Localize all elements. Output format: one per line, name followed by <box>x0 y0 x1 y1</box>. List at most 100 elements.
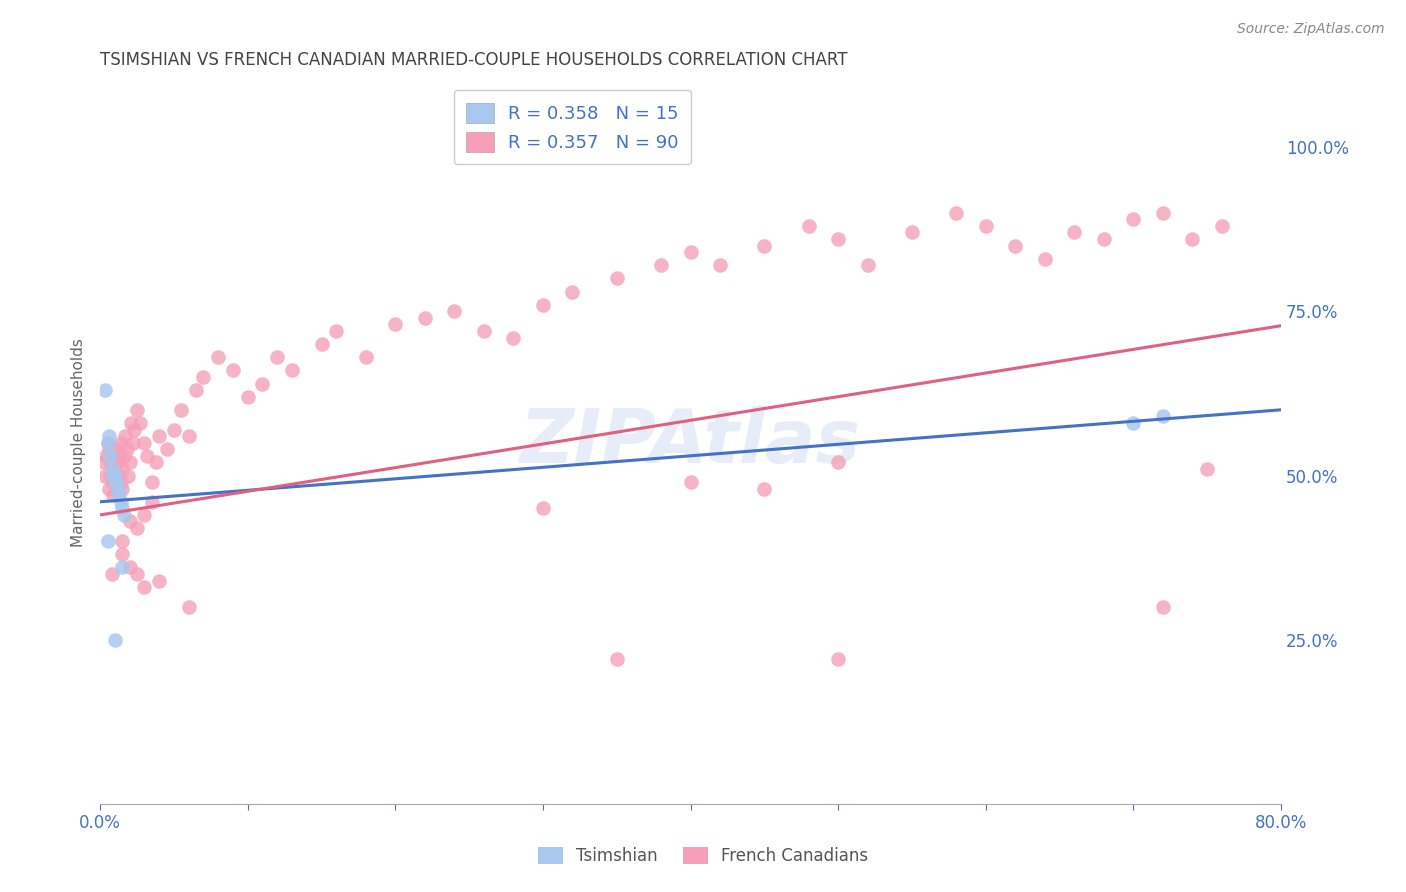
Point <box>709 258 731 272</box>
Point <box>974 219 997 233</box>
Point <box>679 245 702 260</box>
Text: TSIMSHIAN VS FRENCH CANADIAN MARRIED-COUPLE HOUSEHOLDS CORRELATION CHART: TSIMSHIAN VS FRENCH CANADIAN MARRIED-COU… <box>100 51 848 69</box>
Point <box>754 482 776 496</box>
Point <box>107 482 129 496</box>
Point <box>125 521 148 535</box>
Point <box>193 370 215 384</box>
Point <box>111 560 134 574</box>
Point <box>222 363 245 377</box>
Point <box>94 449 117 463</box>
Point <box>325 324 347 338</box>
Point <box>101 449 124 463</box>
Point <box>266 351 288 365</box>
Point <box>443 304 465 318</box>
Point <box>148 429 170 443</box>
Point <box>121 435 143 450</box>
Point <box>104 632 127 647</box>
Point <box>125 567 148 582</box>
Point <box>105 442 128 457</box>
Point <box>1004 238 1026 252</box>
Point <box>98 442 121 457</box>
Point <box>797 219 820 233</box>
Point <box>93 468 115 483</box>
Point <box>531 298 554 312</box>
Point <box>170 402 193 417</box>
Point <box>111 482 134 496</box>
Point <box>827 652 849 666</box>
Point <box>96 435 118 450</box>
Point <box>103 488 125 502</box>
Point <box>502 330 524 344</box>
Point <box>111 501 134 516</box>
Point <box>177 599 200 614</box>
Point <box>103 462 125 476</box>
Point <box>98 429 121 443</box>
Point <box>1033 252 1056 266</box>
Point <box>561 285 583 299</box>
Y-axis label: Married-couple Households: Married-couple Households <box>72 338 86 547</box>
Point <box>413 310 436 325</box>
Point <box>115 442 138 457</box>
Point <box>112 449 135 463</box>
Point <box>103 468 125 483</box>
Point <box>184 383 207 397</box>
Point <box>606 652 628 666</box>
Point <box>236 390 259 404</box>
Point <box>111 534 134 549</box>
Point <box>108 468 131 483</box>
Point <box>1122 416 1144 430</box>
Point <box>114 429 136 443</box>
Point <box>108 455 131 469</box>
Point <box>104 468 127 483</box>
Point <box>93 383 115 397</box>
Point <box>827 232 849 246</box>
Point <box>117 468 139 483</box>
Point <box>1211 219 1233 233</box>
Point <box>105 468 128 483</box>
Point <box>110 435 132 450</box>
Point <box>111 547 134 561</box>
Point <box>155 442 177 457</box>
Point <box>311 337 333 351</box>
Point <box>105 475 128 489</box>
Point <box>125 402 148 417</box>
Point <box>679 475 702 489</box>
Point <box>281 363 304 377</box>
Point <box>100 449 122 463</box>
Point <box>118 560 141 574</box>
Point <box>148 574 170 588</box>
Point <box>134 508 156 522</box>
Point <box>96 435 118 450</box>
Point <box>101 567 124 582</box>
Point <box>100 455 122 469</box>
Point <box>252 376 274 391</box>
Point <box>531 501 554 516</box>
Point <box>108 488 131 502</box>
Point <box>118 515 141 529</box>
Point <box>901 226 924 240</box>
Point <box>472 324 495 338</box>
Point <box>118 455 141 469</box>
Point <box>107 449 129 463</box>
Point <box>384 318 406 332</box>
Point <box>122 423 145 437</box>
Point <box>120 416 142 430</box>
Point <box>1092 232 1115 246</box>
Point <box>98 482 121 496</box>
Point <box>101 475 124 489</box>
Point <box>141 475 163 489</box>
Point <box>207 351 229 365</box>
Point <box>1152 599 1174 614</box>
Point <box>107 482 129 496</box>
Point <box>111 462 134 476</box>
Point <box>110 475 132 489</box>
Legend: Tsimshian, French Canadians: Tsimshian, French Canadians <box>527 837 879 875</box>
Point <box>104 455 127 469</box>
Point <box>945 205 967 219</box>
Point <box>1197 462 1219 476</box>
Point <box>1152 409 1174 424</box>
Point <box>177 429 200 443</box>
Point <box>1152 205 1174 219</box>
Point <box>163 423 186 437</box>
Point <box>91 455 114 469</box>
